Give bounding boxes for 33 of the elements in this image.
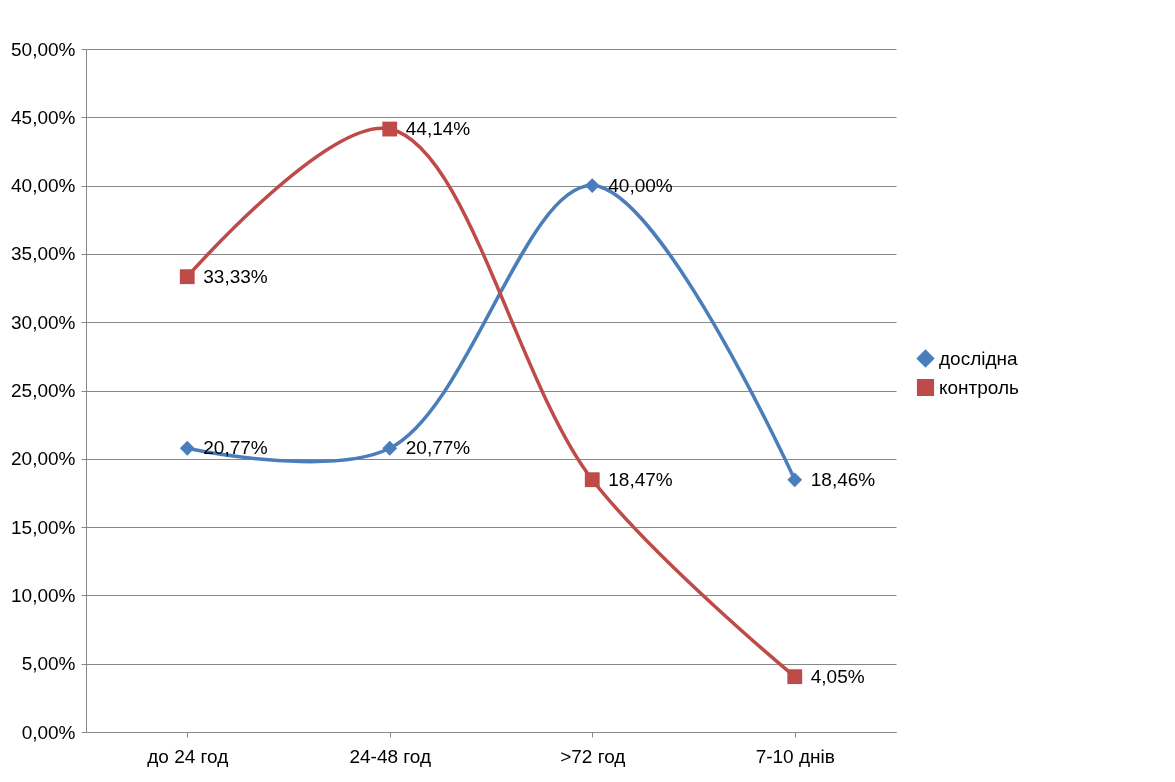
data-label: 20,77% xyxy=(405,437,471,459)
y-tick-label: 15,00% xyxy=(11,516,76,538)
y-tick-label: 20,00% xyxy=(11,448,76,470)
x-tick-label: 7-10 днів xyxy=(755,745,835,767)
x-tick-label: >72 год xyxy=(560,745,626,767)
point xyxy=(787,669,803,685)
y-tick-label: 25,00% xyxy=(11,380,76,401)
y-tick-label: 0,00% xyxy=(21,721,76,743)
y-tick-label: 40,00% xyxy=(11,175,76,197)
data-label: 33,33% xyxy=(203,265,268,287)
y-tick-label: 30,00% xyxy=(11,311,76,333)
y-tick-label: 5,00% xyxy=(21,653,76,675)
point xyxy=(179,269,195,285)
data-label: 18,47% xyxy=(608,468,673,490)
legend-label: дослідна xyxy=(939,347,1019,369)
y-tick-label: 10,00% xyxy=(11,584,76,606)
x-tick-label: 24-48 год xyxy=(349,745,432,767)
data-label: 4,05% xyxy=(810,665,865,687)
point xyxy=(584,178,600,194)
legend-label: контроль xyxy=(939,376,1020,398)
data-label: 20,77% xyxy=(203,437,268,459)
data-label: 40,00% xyxy=(608,174,673,196)
y-tick-label: 45,00% xyxy=(11,106,76,128)
x-tick-label: до 24 год xyxy=(147,745,229,767)
point xyxy=(787,472,803,488)
point xyxy=(179,440,195,456)
data-label: 18,46% xyxy=(810,468,876,490)
point xyxy=(584,472,600,488)
y-tick-label: 50,00% xyxy=(11,38,76,60)
point xyxy=(382,440,398,456)
data-label: 44,14% xyxy=(405,118,471,140)
point xyxy=(382,121,398,137)
y-tick-label: 35,00% xyxy=(11,243,76,265)
